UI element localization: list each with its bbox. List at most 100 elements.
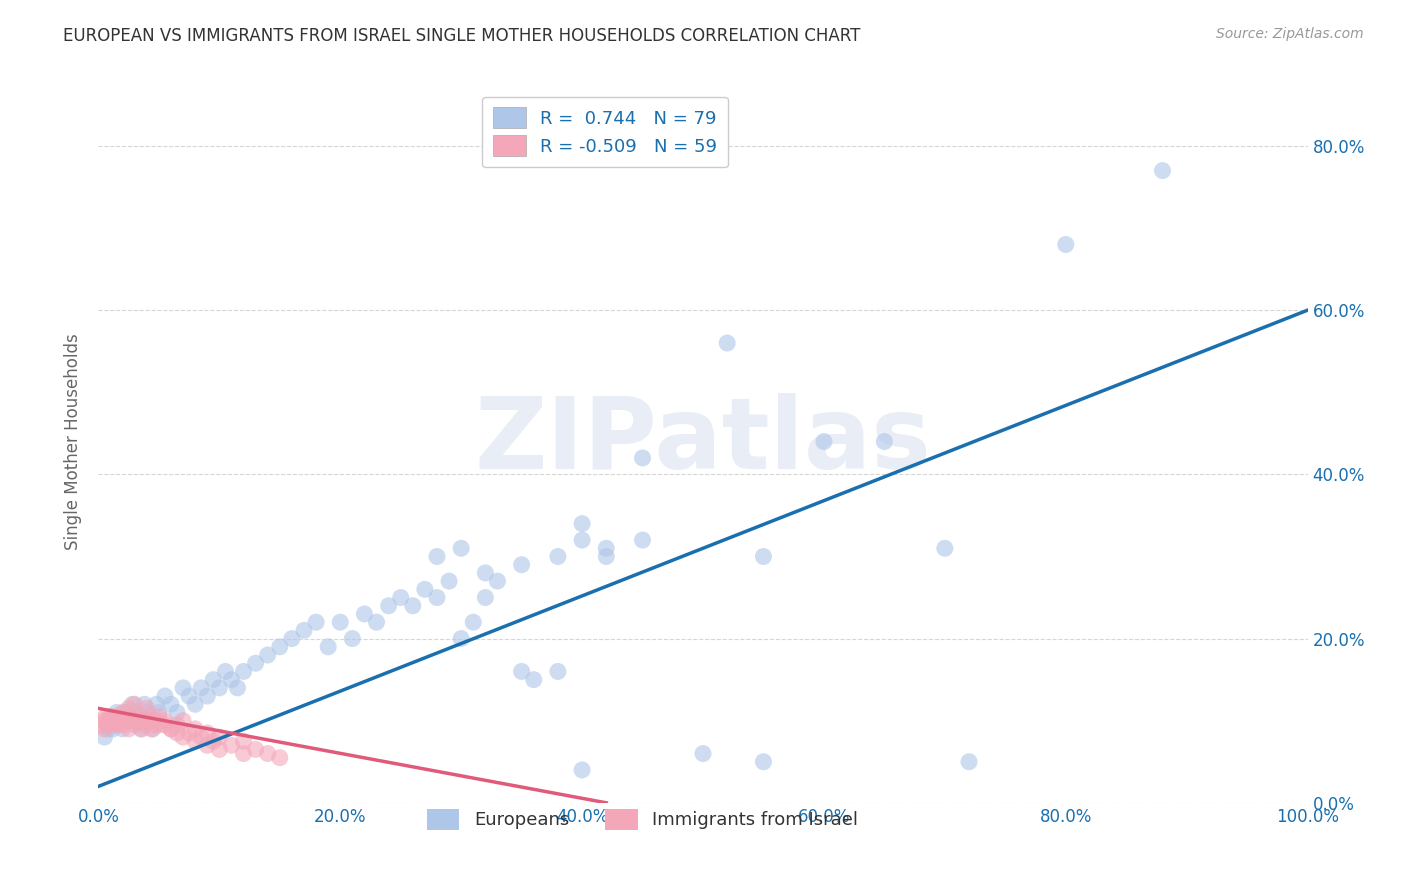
Point — [873, 434, 896, 449]
Point — [1152, 163, 1174, 178]
Point — [127, 714, 149, 728]
Legend: Europeans, Immigrants from Israel: Europeans, Immigrants from Israel — [420, 802, 865, 837]
Point — [94, 709, 117, 723]
Point — [450, 541, 472, 556]
Point — [752, 755, 775, 769]
Point — [1054, 237, 1077, 252]
Point — [316, 640, 339, 654]
Point — [595, 549, 617, 564]
Point — [195, 726, 218, 740]
Point — [153, 714, 176, 728]
Point — [111, 722, 134, 736]
Point — [127, 714, 149, 728]
Point — [166, 718, 188, 732]
Point — [523, 673, 546, 687]
Point — [100, 714, 122, 728]
Point — [377, 599, 399, 613]
Point — [101, 722, 124, 736]
Point — [631, 450, 654, 465]
Point — [716, 336, 738, 351]
Point — [108, 714, 131, 728]
Point — [90, 718, 112, 732]
Point — [172, 730, 194, 744]
Point — [101, 718, 124, 732]
Point — [571, 533, 593, 547]
Point — [437, 574, 460, 588]
Point — [160, 722, 183, 736]
Point — [245, 657, 267, 671]
Point — [353, 607, 375, 621]
Point — [214, 665, 236, 679]
Text: EUROPEAN VS IMMIGRANTS FROM ISRAEL SINGLE MOTHER HOUSEHOLDS CORRELATION CHART: EUROPEAN VS IMMIGRANTS FROM ISRAEL SINGL… — [63, 27, 860, 45]
Point — [104, 714, 127, 728]
Point — [166, 726, 188, 740]
Point — [292, 624, 315, 638]
Point — [172, 714, 194, 728]
Point — [474, 566, 496, 580]
Point — [97, 722, 120, 736]
Point — [148, 718, 170, 732]
Point — [631, 533, 654, 547]
Point — [547, 549, 569, 564]
Point — [107, 718, 129, 732]
Point — [148, 709, 170, 723]
Point — [179, 726, 201, 740]
Point — [269, 750, 291, 764]
Point — [135, 714, 157, 728]
Point — [366, 615, 388, 630]
Point — [138, 714, 160, 728]
Point — [510, 665, 533, 679]
Point — [813, 434, 835, 449]
Point — [692, 747, 714, 761]
Point — [190, 681, 212, 695]
Point — [221, 673, 243, 687]
Point — [208, 730, 231, 744]
Point — [402, 599, 425, 613]
Point — [413, 582, 436, 597]
Point — [129, 722, 152, 736]
Point — [184, 722, 207, 736]
Point — [547, 665, 569, 679]
Point — [389, 591, 412, 605]
Point — [232, 747, 254, 761]
Text: ZIPatlas: ZIPatlas — [475, 393, 931, 490]
Point — [195, 739, 218, 753]
Point — [510, 558, 533, 572]
Point — [111, 718, 134, 732]
Point — [184, 698, 207, 712]
Point — [117, 709, 139, 723]
Point — [474, 591, 496, 605]
Point — [202, 673, 225, 687]
Point — [957, 755, 980, 769]
Point — [202, 734, 225, 748]
Point — [124, 698, 146, 712]
Point — [195, 689, 218, 703]
Point — [426, 549, 449, 564]
Point — [179, 689, 201, 703]
Point — [118, 714, 141, 728]
Point — [134, 698, 156, 712]
Point — [141, 722, 163, 736]
Point — [145, 698, 167, 712]
Point — [281, 632, 304, 646]
Point — [166, 706, 188, 720]
Point — [221, 739, 243, 753]
Point — [100, 709, 122, 723]
Point — [752, 549, 775, 564]
Point — [269, 640, 291, 654]
Point — [256, 648, 278, 662]
Point — [232, 665, 254, 679]
Point — [93, 722, 115, 736]
Point — [93, 730, 115, 744]
Point — [131, 722, 153, 736]
Point — [98, 714, 121, 728]
Point — [145, 714, 167, 728]
Point — [184, 734, 207, 748]
Point — [232, 734, 254, 748]
Y-axis label: Single Mother Households: Single Mother Households — [65, 334, 83, 549]
Point — [153, 689, 176, 703]
Point — [172, 681, 194, 695]
Point — [934, 541, 956, 556]
Point — [142, 722, 165, 736]
Point — [190, 730, 212, 744]
